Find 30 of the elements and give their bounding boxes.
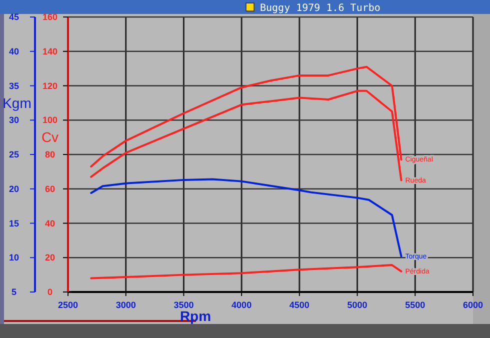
y2-tick-label: 160 [42, 12, 58, 22]
x-tick-label: 3500 [174, 300, 194, 310]
y2-tick-label: 100 [42, 115, 58, 126]
x-tick-label: 3000 [116, 300, 136, 310]
y-axis-title: Kgm [2, 95, 32, 111]
y2-axis-title: Cv [41, 129, 59, 145]
y2-tick-label: 80 [44, 150, 56, 160]
x-tick-label: 4000 [232, 300, 252, 310]
y-tick-label: 20 [8, 184, 20, 194]
y2-tick-label: 40 [44, 218, 56, 228]
x-tick-label: 6000 [462, 300, 484, 310]
y-tick-label: 35 [8, 80, 20, 91]
x-tick-label: 4500 [289, 300, 310, 310]
y-tick-label: 15 [8, 218, 20, 228]
x-axis-title: Rpm [180, 308, 212, 324]
y-tick-label: 5 [11, 287, 17, 297]
y2-tick-label: 0 [47, 287, 53, 297]
x-tick-label: 2500 [58, 300, 78, 310]
x-tick-label: 5500 [405, 300, 426, 310]
y-tick-label: 30 [8, 115, 20, 126]
y-tick-label: 40 [8, 46, 20, 56]
x-tick-label: 5000 [347, 300, 368, 310]
y2-tick-label: 140 [42, 46, 58, 56]
y-tick-label: 10 [8, 252, 20, 263]
y2-tick-label: 60 [44, 184, 56, 194]
y2-tick-label: 20 [44, 252, 56, 263]
y-tick-label: 25 [8, 150, 20, 160]
y-tick-label: 45 [8, 12, 20, 22]
y2-tick-label: 120 [42, 80, 58, 91]
chart-title: Buggy 1979 1.6 Turbo [260, 3, 380, 14]
